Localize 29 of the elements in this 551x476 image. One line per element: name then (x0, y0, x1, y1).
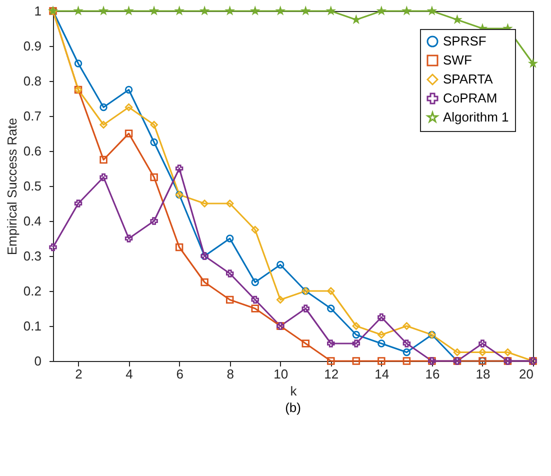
x-tick-label: 6 (176, 366, 184, 382)
y-tick-label: 0.3 (23, 248, 42, 264)
x-tick-label: 12 (324, 366, 339, 382)
y-tick-label: 0.4 (23, 214, 42, 228)
y-tick-label: 1 (34, 4, 42, 18)
x-tick-label: 18 (476, 366, 490, 382)
x-tick-label: 14 (374, 366, 390, 382)
legend-label: SWF (443, 52, 472, 68)
x-tick-label: 10 (274, 366, 288, 382)
y-tick-label: 0.7 (23, 108, 42, 124)
y-tick-label: 0.5 (23, 178, 42, 194)
text: (b) (285, 400, 301, 415)
x-tick-label: 4 (126, 366, 133, 382)
y-tick-label: 0.9 (23, 38, 42, 54)
x-axis-title: k (290, 384, 298, 398)
x-tick-label: 20 (519, 366, 534, 382)
legend-label: SPRSF (443, 34, 486, 48)
legend-label: Algorithm 1 (443, 110, 509, 124)
x-tick-label: 16 (425, 366, 440, 382)
y-tick-label: 0.8 (23, 74, 42, 88)
y-axis-title: Empirical Success Rate (4, 118, 20, 256)
y-tick-label: 0.1 (23, 318, 42, 334)
y-tick-label: 0.6 (23, 144, 42, 158)
x-tick-label: 2 (75, 366, 82, 382)
y-tick-label: 0.2 (23, 284, 42, 298)
y-tick-label: 0 (34, 354, 42, 368)
legend-label: CoPRAM (443, 90, 498, 106)
x-tick-label: 8 (226, 366, 234, 382)
legend-label: SPARTA (443, 72, 494, 86)
